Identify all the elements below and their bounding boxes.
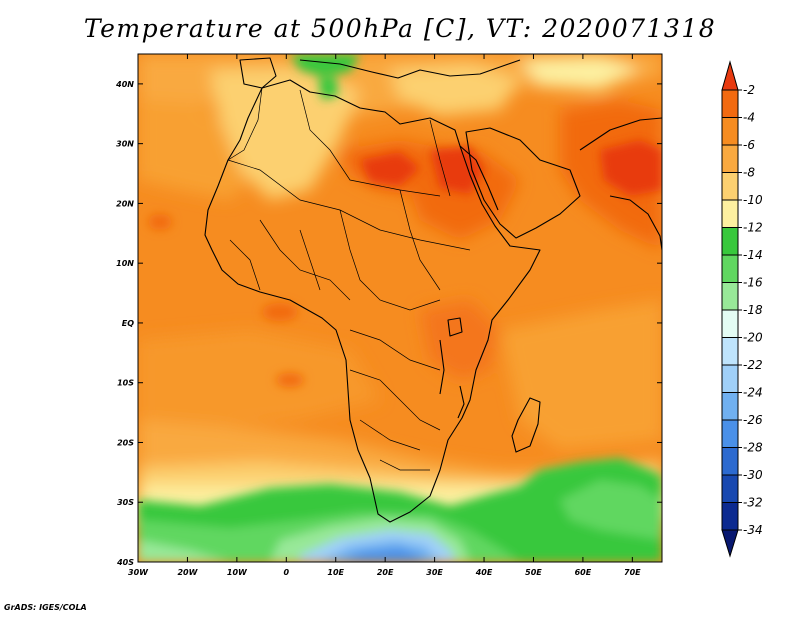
colorbar-label: -14 [743, 248, 763, 262]
colorbar-swatch [721, 447, 739, 476]
colorbar-label: -2 [743, 83, 755, 97]
credit-label: GrADS: IGES/COLA [4, 603, 87, 612]
lon-label: 30E [426, 568, 443, 577]
lat-label: 30S [117, 498, 134, 507]
colorbar-swatch [721, 337, 739, 366]
colorbar-label: -18 [743, 303, 763, 317]
map-frame [137, 53, 663, 563]
colorbar-swatch [721, 282, 739, 311]
lon-label: 50E [525, 568, 542, 577]
lon-label: 0 [284, 568, 290, 577]
lon-label: 10E [327, 568, 344, 577]
colorbar-swatch [721, 172, 739, 201]
colorbar-swatch [721, 502, 739, 531]
lat-label: 10S [117, 379, 134, 388]
lat-label: EQ [122, 319, 134, 328]
lat-label: 30N [116, 140, 134, 149]
colorbar-swatch [721, 60, 739, 91]
colorbar-label: -28 [743, 441, 763, 455]
lat-label: 40N [115, 80, 134, 89]
colorbar-label: -10 [743, 193, 763, 207]
colorbar-label: -4 [743, 111, 755, 125]
colorbar-swatch [721, 529, 739, 558]
colorbar-swatch [721, 227, 739, 256]
colorbar-label: -34 [743, 523, 763, 537]
longitude-axis: 30W 20W 10W 0 10E 20E 30E 40E 50E 60E 70E [128, 54, 641, 577]
colorbar-label: -16 [743, 276, 763, 290]
colorbar-label: -32 [743, 496, 763, 510]
latitude-axis: 40N 30N 20N 10N EQ 10S 20S 30S 40S [115, 80, 662, 567]
lon-label: 60E [575, 568, 592, 577]
lat-label: 20S [117, 438, 134, 447]
colorbar-label: -12 [743, 221, 763, 235]
colorbar-label: -22 [743, 358, 763, 372]
lon-label: 20E [377, 568, 394, 577]
temperature-field [138, 54, 662, 562]
colorbar-label: -26 [743, 413, 763, 427]
lon-label: 40E [475, 568, 493, 577]
coastlines [204, 57, 662, 523]
lat-label: 10N [116, 259, 134, 268]
map-title: Temperature at 500hPa [C], VT: 202007131… [83, 14, 717, 43]
colorbar-swatch [721, 199, 739, 228]
lon-label: 20W [177, 568, 198, 577]
colorbar-label: -8 [743, 166, 755, 180]
colorbar-swatch [721, 254, 739, 283]
colorbar-swatch [721, 309, 739, 338]
country-borders [227, 87, 471, 471]
colorbar-swatch [721, 419, 739, 448]
colorbar-swatch [721, 364, 739, 393]
colorbar-label: -24 [743, 386, 763, 400]
colorbar-label: -20 [743, 331, 763, 345]
lat-label: 40S [116, 558, 134, 567]
lon-label: 10W [227, 568, 248, 577]
lon-label: 70E [624, 568, 641, 577]
colorbar-swatch [721, 89, 739, 118]
colorbar-label: -30 [743, 468, 763, 482]
lon-label: 30W [128, 568, 149, 577]
colorbar-swatch [721, 144, 739, 173]
colorbar-swatch [721, 474, 739, 503]
colorbar: -2 -4 -6 -8 -10 -12 -14 -16 -18 -20 -22 -24 -26 -28 -3… [721, 60, 763, 558]
colorbar-swatch [721, 392, 739, 421]
lat-label: 20N [116, 199, 134, 208]
colorbar-label: -6 [743, 138, 755, 152]
colorbar-swatch [721, 117, 739, 146]
